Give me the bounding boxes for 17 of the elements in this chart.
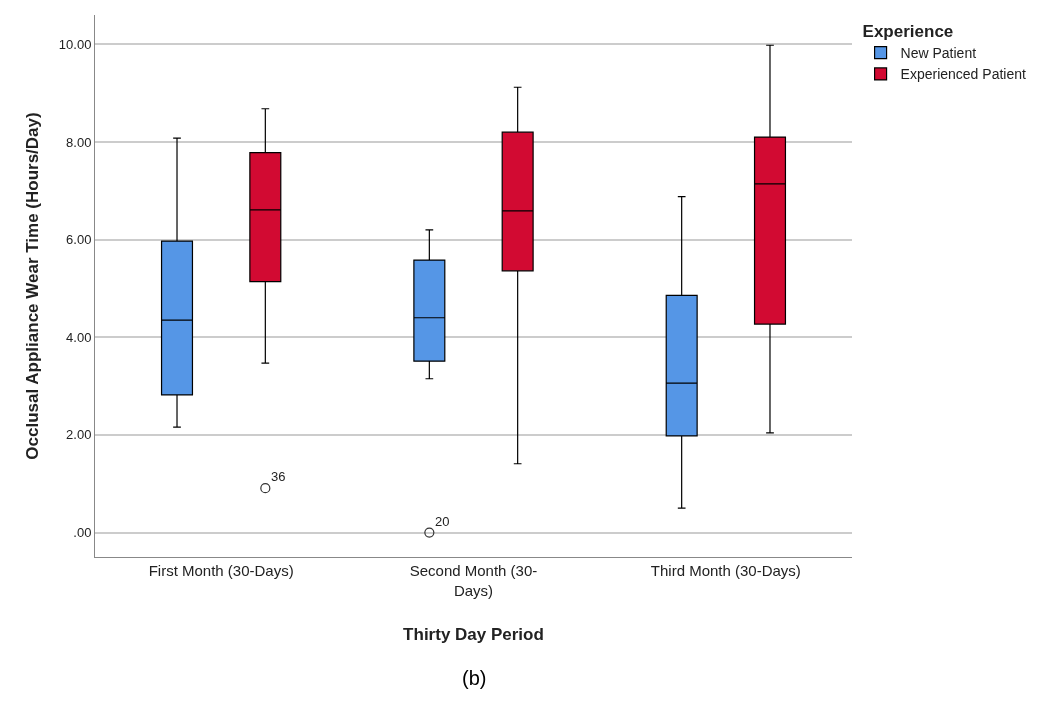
annotation: 20 xyxy=(435,514,450,529)
x-tick-label: Second Month (30-Days) xyxy=(409,562,538,599)
x-tick-label: Third Month (30-Days) xyxy=(650,562,801,579)
x-tick-label: First Month (30-Days) xyxy=(148,562,294,579)
y-tick-label: .00 xyxy=(73,525,92,541)
x-axis-title: Thirty Day Period xyxy=(403,624,544,644)
text: (b) xyxy=(462,667,487,689)
y-axis-title: Occlusal Appliance Wear Time (Hours/Day) xyxy=(23,112,43,460)
annotation: 36 xyxy=(271,469,286,484)
legend-title: Experience xyxy=(862,22,954,42)
y-tick-label: 4.00 xyxy=(66,329,92,345)
legend-label: Experienced Patient xyxy=(900,66,1026,83)
y-tick-label: 6.00 xyxy=(66,232,92,248)
y-tick-label: 2.00 xyxy=(66,427,92,443)
y-tick-label: 8.00 xyxy=(66,134,92,150)
legend-label: New Patient xyxy=(900,45,977,62)
y-tick-label: 10.00 xyxy=(58,36,92,52)
